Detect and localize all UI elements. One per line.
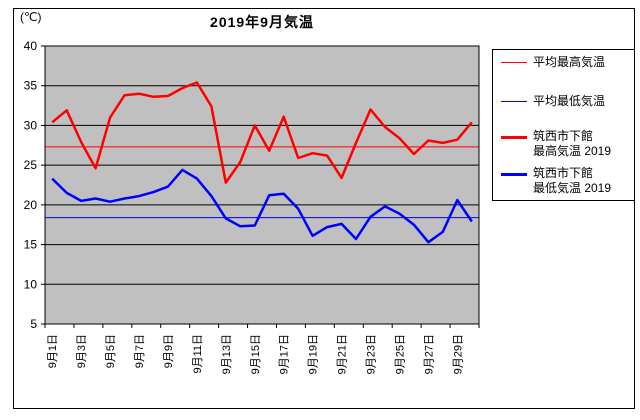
svg-text:9月29日: 9月29日 — [452, 334, 464, 374]
svg-text:9月23日: 9月23日 — [366, 334, 378, 374]
svg-text:9月13日: 9月13日 — [221, 334, 233, 374]
svg-text:9月7日: 9月7日 — [134, 334, 146, 368]
svg-text:9月9日: 9月9日 — [163, 334, 175, 368]
legend-label: 平均最高気温 — [533, 55, 606, 69]
legend-line-sample-max-2019 — [501, 136, 527, 139]
svg-text:9月27日: 9月27日 — [423, 334, 435, 374]
svg-text:9月19日: 9月19日 — [308, 334, 320, 374]
legend-label: 筑西市下館 最低気温 2019 — [533, 166, 612, 195]
svg-text:9月15日: 9月15日 — [250, 334, 262, 374]
y-axis-unit-label: (℃) — [20, 10, 42, 24]
svg-text:9月3日: 9月3日 — [76, 334, 88, 368]
legend-line-sample-avg-max — [501, 62, 527, 63]
legend-item-min-2019: 筑西市下館 最低気温 2019 — [501, 166, 611, 196]
svg-text:20: 20 — [24, 198, 38, 212]
chart-title: 2019年9月気温 — [210, 14, 314, 30]
svg-text:9月11日: 9月11日 — [192, 334, 204, 374]
svg-text:30: 30 — [24, 118, 38, 132]
legend-line-sample-min-2019 — [501, 173, 527, 176]
svg-text:25: 25 — [24, 158, 38, 172]
svg-text:9月1日: 9月1日 — [47, 334, 59, 368]
legend-item-avg-min: 平均最低気温 — [501, 94, 605, 109]
svg-text:9月25日: 9月25日 — [394, 334, 406, 374]
svg-text:10: 10 — [24, 277, 38, 291]
svg-text:9月21日: 9月21日 — [337, 334, 349, 374]
legend-item-max-2019: 筑西市下館 最高気温 2019 — [501, 129, 611, 159]
svg-text:9月17日: 9月17日 — [279, 334, 291, 374]
legend-label: 筑西市下館 最高気温 2019 — [533, 129, 612, 158]
legend-label: 平均最低気温 — [533, 94, 606, 108]
svg-text:40: 40 — [24, 39, 38, 53]
legend-line-sample-avg-min — [501, 101, 527, 102]
svg-text:9月5日: 9月5日 — [105, 334, 117, 368]
svg-text:15: 15 — [24, 238, 38, 252]
legend: 平均最高気温 平均最低気温 筑西市下館 最高気温 2019 筑西市下館 最低気温… — [492, 49, 635, 201]
svg-text:35: 35 — [24, 79, 38, 93]
legend-item-avg-max: 平均最高気温 — [501, 55, 605, 70]
svg-text:5: 5 — [30, 317, 37, 331]
